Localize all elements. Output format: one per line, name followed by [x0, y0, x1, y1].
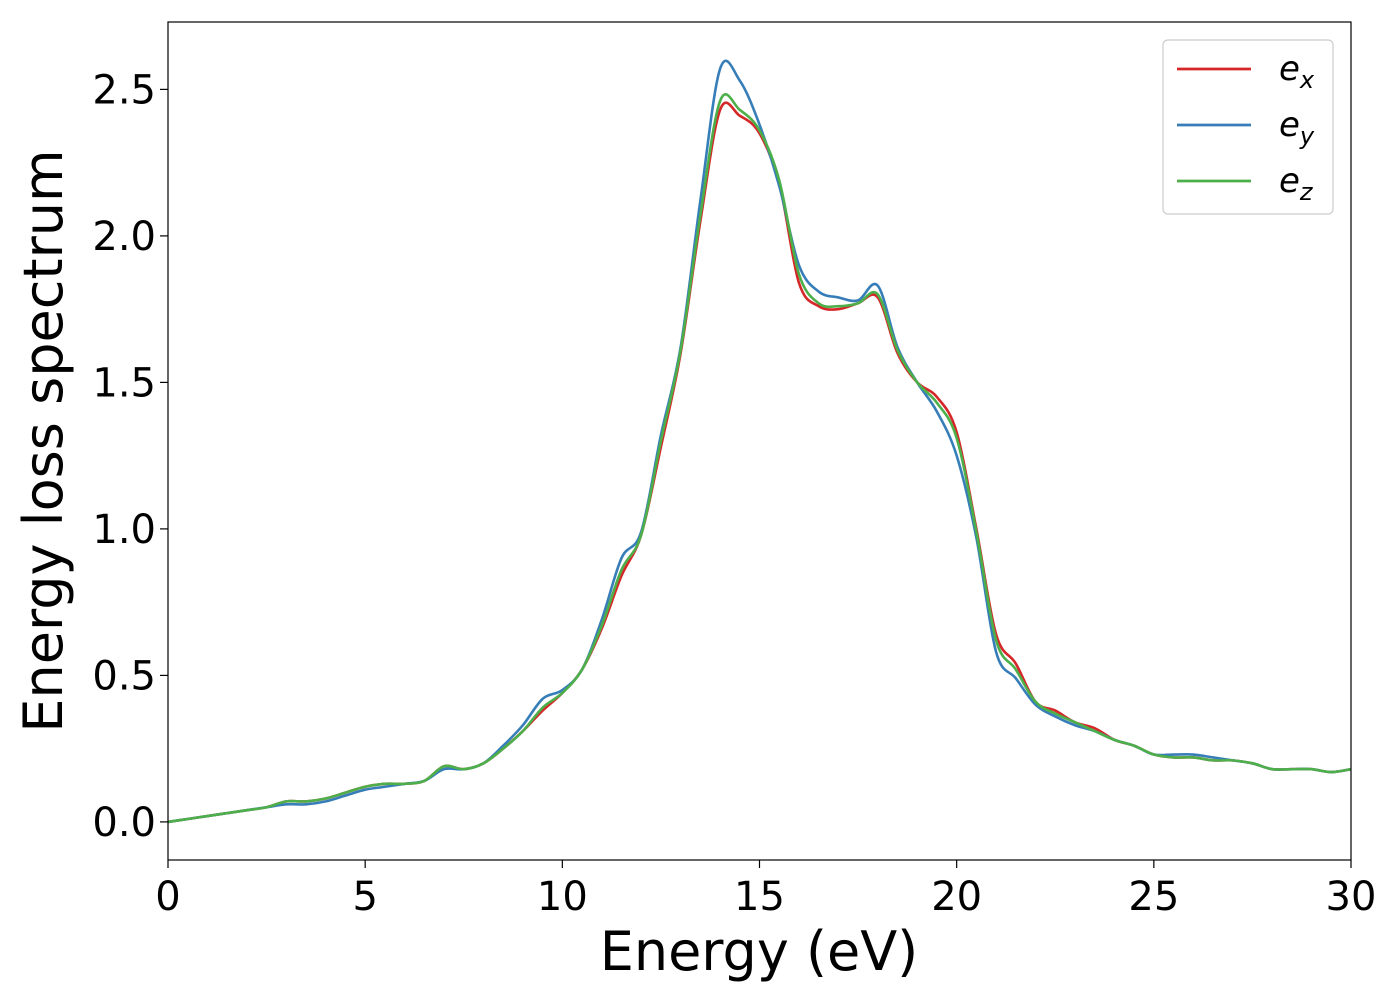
x-tick-label: 20 — [931, 874, 982, 920]
y-axis-ticks: 0.0 0.5 1.0 1.5 2.0 2.5 — [92, 67, 168, 846]
y-tick-label: 1.5 — [92, 360, 156, 406]
series-layer — [167, 59, 1352, 824]
x-tick-label: 0 — [155, 874, 180, 920]
y-tick-label: 2.0 — [92, 214, 156, 260]
y-tick-label: 0.5 — [92, 653, 156, 699]
x-axis-title: Energy (eV) — [600, 920, 919, 983]
x-tick-label: 15 — [734, 874, 785, 920]
x-tick-label: 5 — [352, 874, 377, 920]
y-tick-label: 1.0 — [92, 507, 156, 553]
y-axis-title: Energy loss spectrum — [12, 149, 75, 732]
x-tick-label: 25 — [1128, 874, 1179, 920]
y-tick-label: 2.5 — [92, 67, 156, 113]
plot-background — [168, 22, 1351, 860]
x-tick-label: 30 — [1326, 874, 1377, 920]
y-tick-label: 0.0 — [92, 800, 156, 846]
x-tick-label: 10 — [537, 874, 588, 920]
series-line-e-z — [167, 93, 1352, 824]
x-axis-ticks: 0 5 10 15 20 25 30 — [155, 860, 1376, 920]
legend-box — [1162, 39, 1334, 215]
